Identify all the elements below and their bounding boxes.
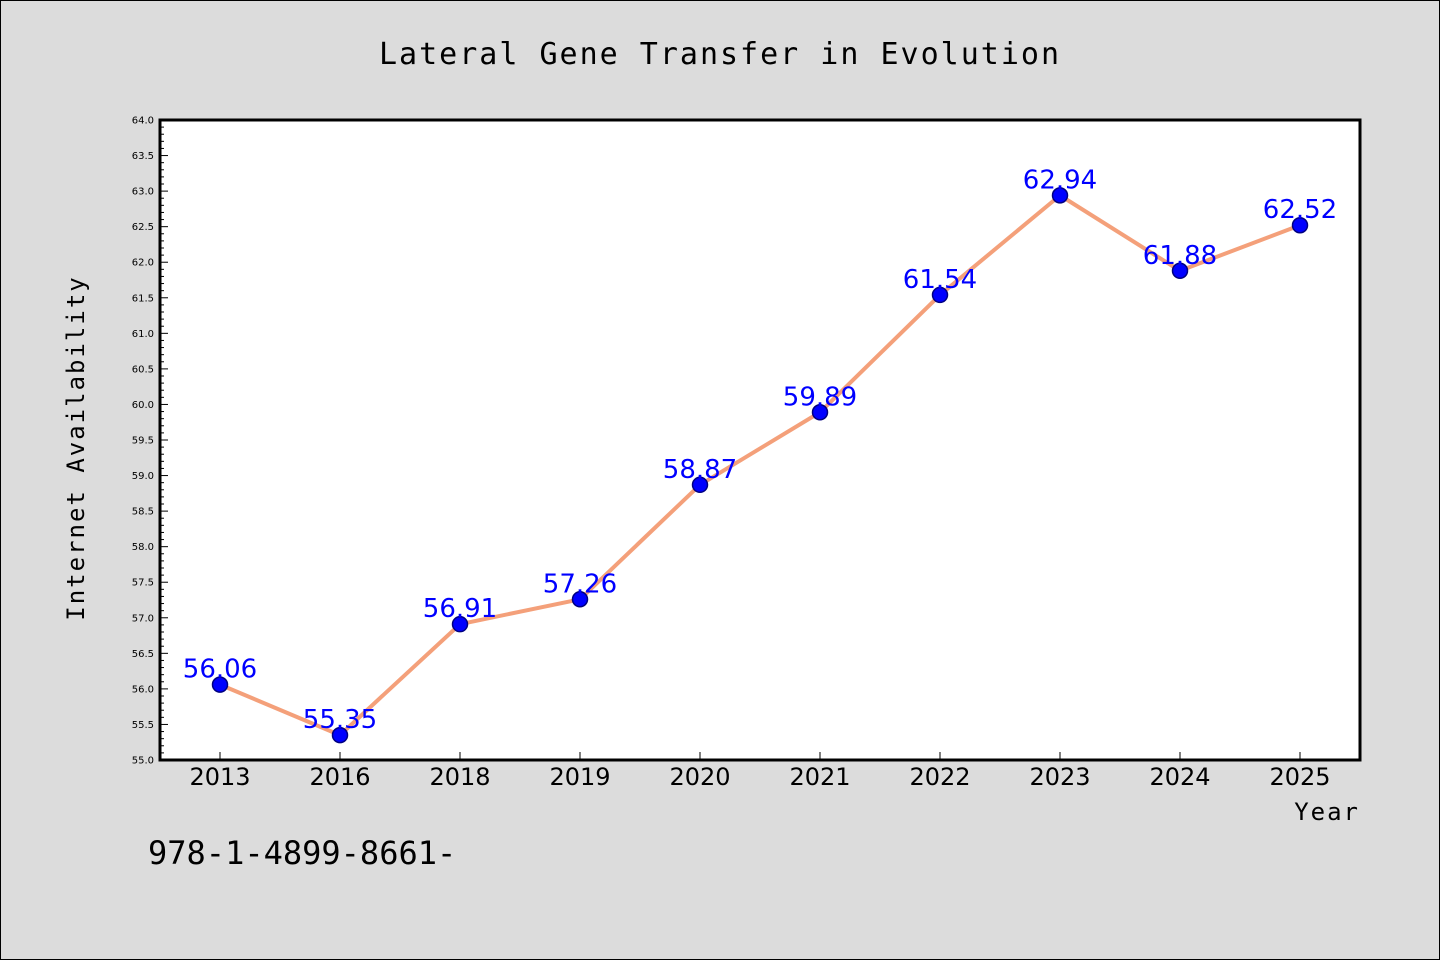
- x-tick-label: 2025: [1269, 763, 1330, 791]
- plot-area: [158, 118, 1362, 762]
- x-axis-ticks: 2013 2016 2018 2019 2020 2021 2022 2023 2024 2025: [189, 752, 1331, 791]
- data-point: [1051, 187, 1069, 204]
- data-point: [571, 591, 589, 608]
- y-tick-label: 60.5: [132, 364, 154, 375]
- x-tick-label: 2022: [909, 763, 970, 791]
- y-tick-label: 56.0: [132, 684, 154, 695]
- y-tick-label: 57.5: [132, 578, 154, 589]
- data-label: 61.88: [1143, 241, 1217, 271]
- data-label: 56.91: [423, 594, 497, 624]
- data-point: [451, 615, 469, 633]
- y-tick-label: 60.0: [132, 400, 154, 411]
- y-tick-label: 56.5: [132, 649, 154, 660]
- y-tick-label: 55.5: [132, 720, 154, 731]
- data-label: 61.54: [903, 265, 977, 295]
- y-tick-label: 59.0: [132, 471, 154, 482]
- x-tick-label: 2023: [1029, 763, 1090, 791]
- y-tick-label: 62.0: [132, 258, 154, 269]
- data-label: 57.26: [543, 569, 617, 599]
- y-axis-ticks: 55.0 55.5 56.0 56.5 57.0 57.5 58.0 58.5 59.0 59.5…: [132, 116, 168, 767]
- y-tick-label: 63.0: [132, 187, 154, 198]
- data-labels-group: 56.06 55.35 56.91 57.26 58.87 59.89 61.54 62.94…: [183, 165, 1337, 735]
- series-points-group: [211, 187, 1309, 744]
- data-point: [931, 286, 949, 304]
- y-tick-label: 59.5: [132, 436, 154, 447]
- data-label: 56.06: [183, 655, 257, 685]
- data-point: [1291, 216, 1309, 234]
- x-axis-label: Year: [1294, 798, 1360, 826]
- data-point: [691, 476, 709, 494]
- y-tick-label: 62.5: [132, 222, 154, 233]
- y-tick-label: 63.5: [132, 151, 154, 162]
- y-tick-label: 58.0: [132, 542, 154, 553]
- y-tick-label: 61.0: [132, 329, 154, 340]
- y-tick-label: 61.5: [132, 293, 154, 304]
- series-line-group: [218, 193, 1302, 738]
- data-label: 62.94: [1023, 165, 1097, 195]
- x-tick-label: 2021: [789, 763, 850, 791]
- y-tick-label: 58.5: [132, 507, 154, 518]
- data-label: 59.89: [783, 382, 857, 412]
- series-line: [218, 193, 1302, 738]
- x-tick-label: 2020: [669, 763, 730, 791]
- data-label: 62.52: [1263, 195, 1337, 225]
- x-tick-label: 2024: [1149, 763, 1210, 791]
- data-label: 58.87: [663, 455, 737, 485]
- x-tick-label: 2016: [309, 763, 370, 791]
- x-tick-label: 2013: [189, 763, 250, 791]
- data-point: [1171, 262, 1189, 280]
- x-tick-label: 2018: [429, 763, 490, 791]
- chart-title: Lateral Gene Transfer in Evolution: [379, 37, 1061, 72]
- y-tick-label: 64.0: [132, 116, 154, 127]
- data-point: [811, 404, 829, 421]
- y-tick-label: 57.0: [132, 613, 154, 624]
- y-axis-label: Internet Availability: [62, 275, 90, 620]
- data-point: [331, 726, 349, 744]
- data-label: 55.35: [303, 705, 377, 735]
- footer-code: 978-1-4899-8661-: [148, 834, 456, 872]
- y-tick-label: 55.0: [132, 756, 154, 767]
- x-tick-label: 2019: [549, 763, 610, 791]
- data-point: [211, 676, 229, 693]
